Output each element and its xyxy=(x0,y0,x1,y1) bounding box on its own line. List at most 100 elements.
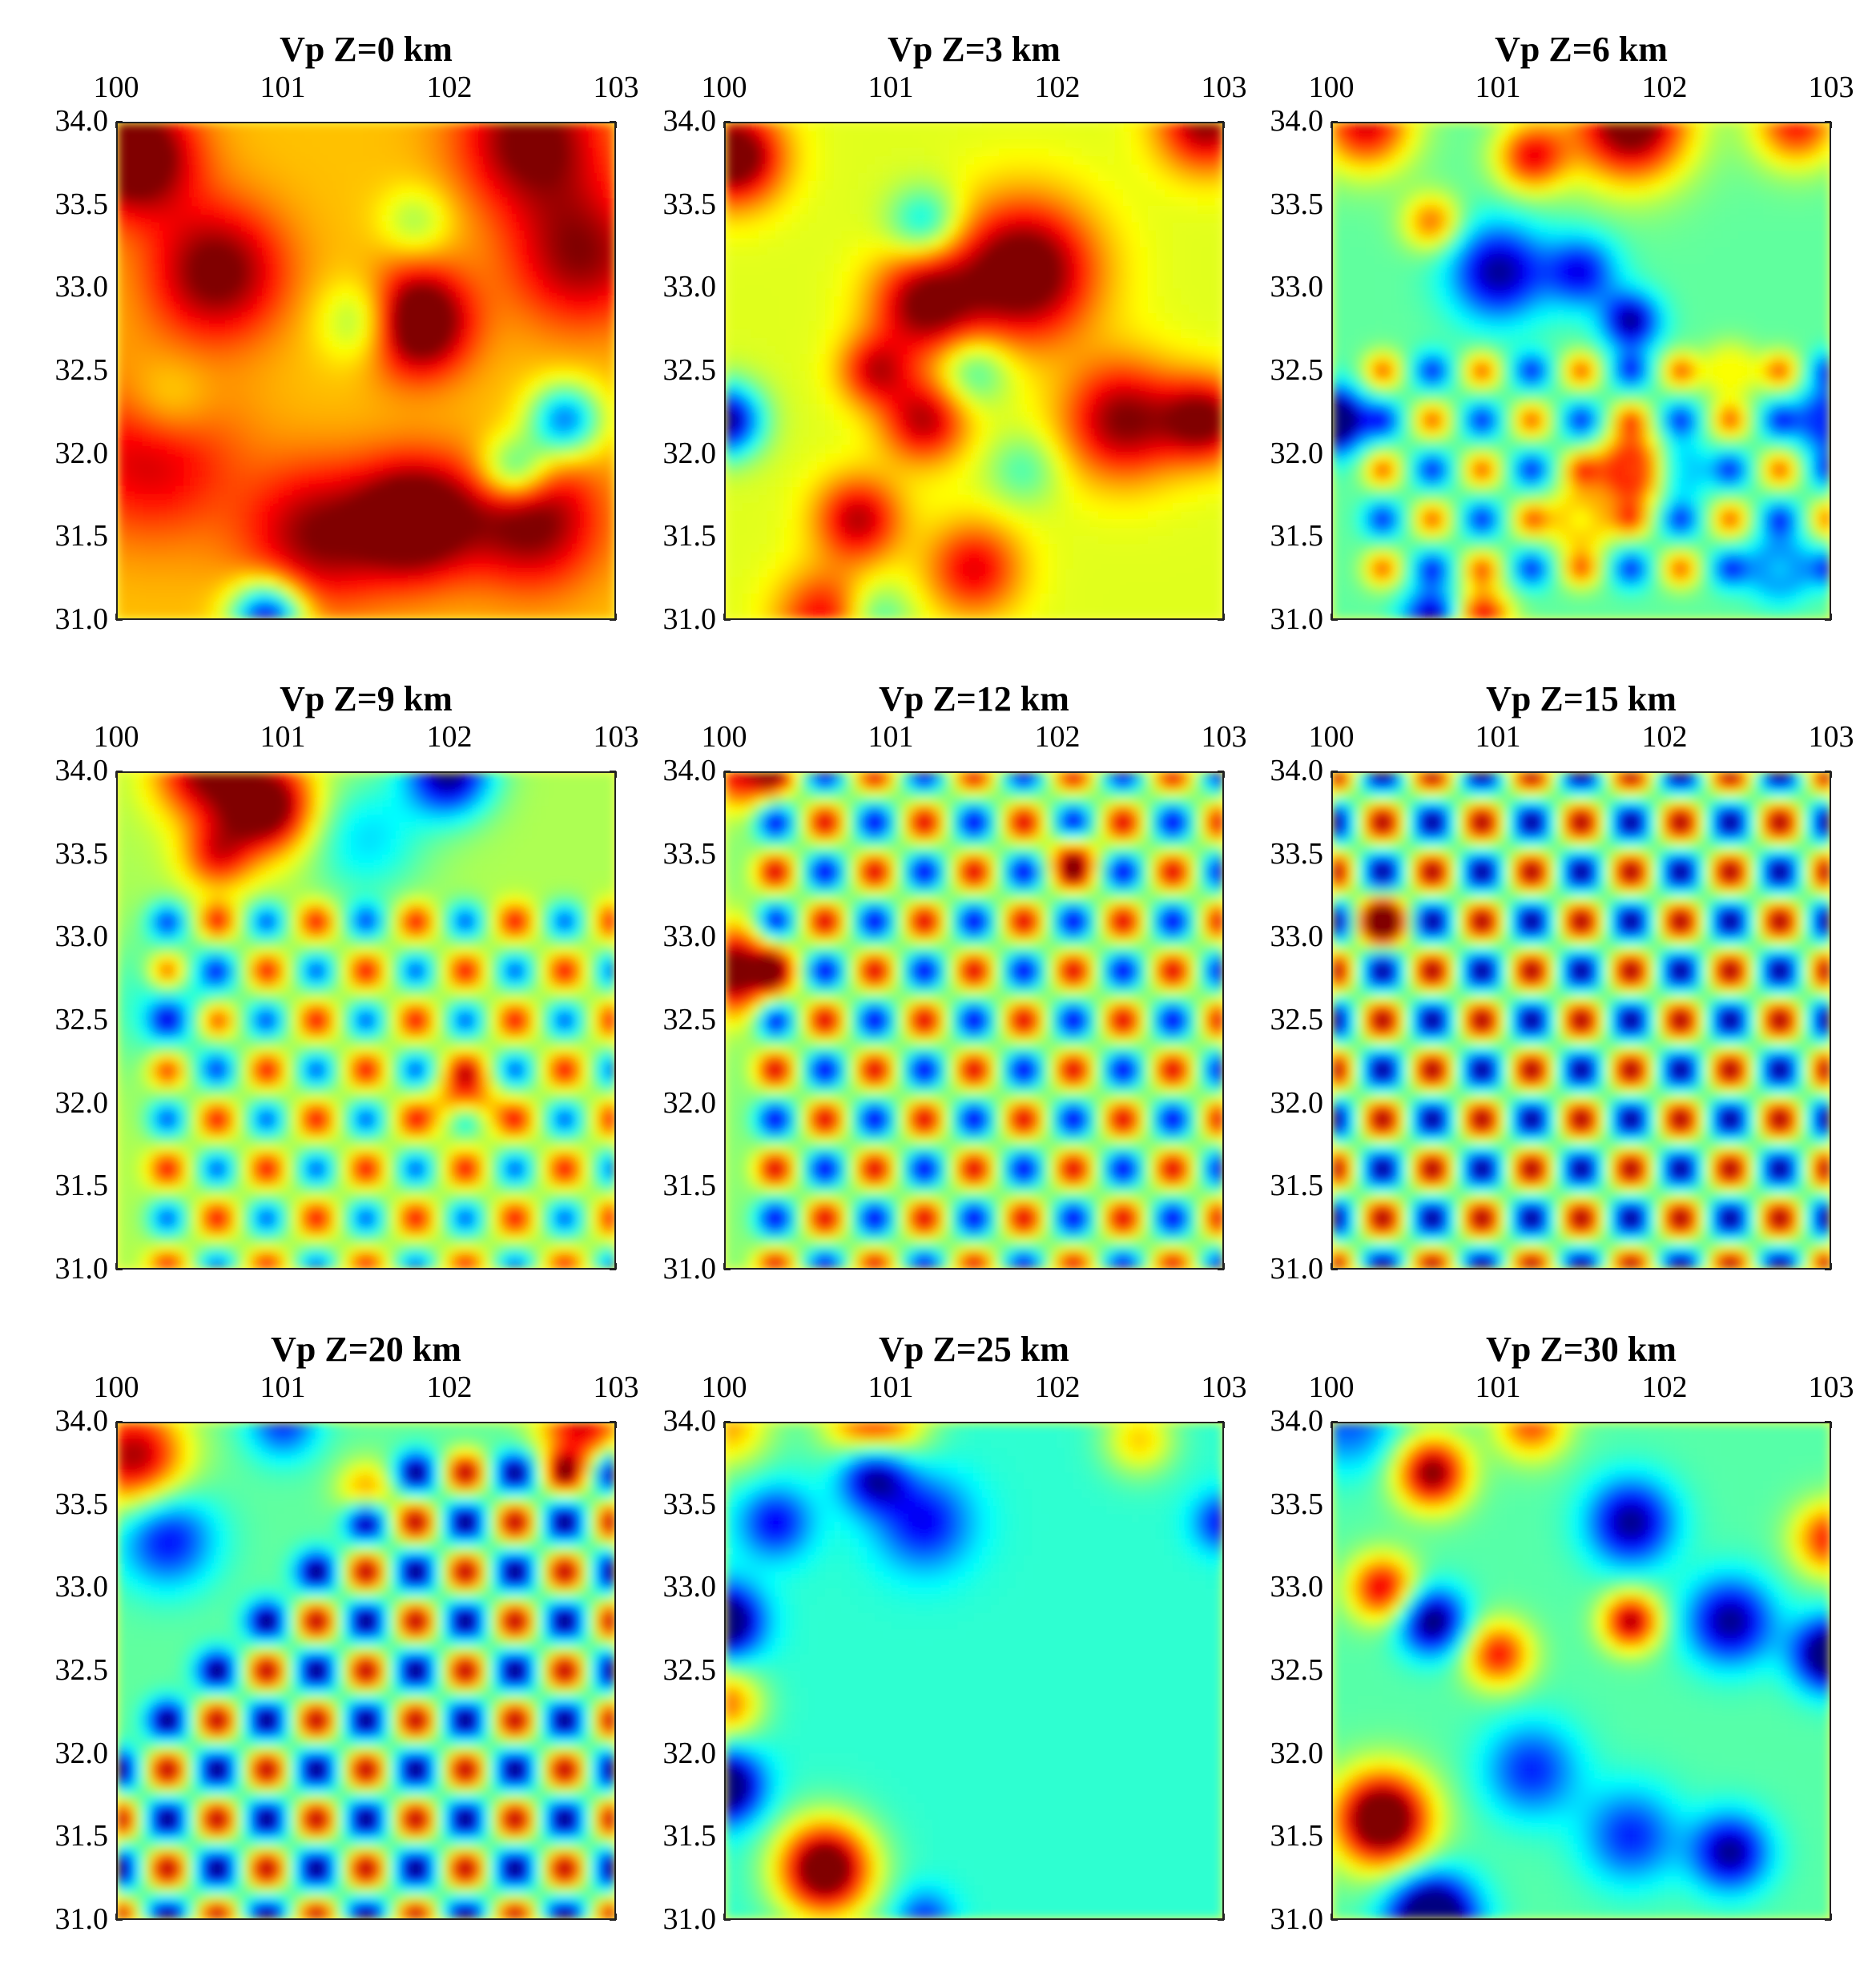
heatmap-cell xyxy=(416,577,425,586)
heatmap-cell xyxy=(283,304,292,314)
heatmap-cell xyxy=(573,602,582,611)
heatmap-cell xyxy=(1156,264,1165,272)
heatmap-cell xyxy=(217,569,226,578)
heatmap-cell xyxy=(374,453,384,462)
heatmap-cell xyxy=(1131,164,1141,174)
heatmap-cell xyxy=(606,477,614,487)
heatmap-cell xyxy=(192,312,201,322)
heatmap-cell xyxy=(134,206,143,215)
heatmap-cell xyxy=(308,469,317,479)
heatmap-cell xyxy=(159,139,168,149)
heatmap-cell xyxy=(883,222,892,231)
heatmap-cell xyxy=(225,321,235,331)
heatmap-cell xyxy=(275,280,284,289)
heatmap-cell xyxy=(407,312,417,322)
heatmap-cell xyxy=(391,594,400,602)
heatmap-cell xyxy=(167,280,176,289)
heatmap-cell xyxy=(606,337,614,347)
heatmap-cell xyxy=(490,387,499,396)
heatmap-cell xyxy=(366,362,375,372)
heatmap-cell xyxy=(1065,147,1074,157)
heatmap-cell xyxy=(267,610,276,618)
heatmap-cell xyxy=(391,189,400,199)
heatmap-cell xyxy=(183,247,193,256)
heatmap-cell xyxy=(432,189,441,199)
heatmap-cell xyxy=(916,247,925,256)
heatmap-cell xyxy=(515,346,524,355)
heatmap-cell xyxy=(816,272,826,281)
heatmap-cell xyxy=(275,594,284,602)
heatmap-cell xyxy=(900,272,908,281)
heatmap-cell xyxy=(949,296,958,306)
heatmap-cell xyxy=(866,280,876,289)
heatmap-cell xyxy=(548,181,558,190)
heatmap-cell xyxy=(208,131,218,141)
heatmap-cell xyxy=(126,527,135,537)
heatmap-cell xyxy=(850,255,859,264)
heatmap-cell xyxy=(808,131,818,141)
heatmap-cell xyxy=(1098,247,1107,256)
heatmap-cell xyxy=(349,569,359,578)
heatmap-cell xyxy=(192,181,201,190)
heatmap-cell xyxy=(573,280,582,289)
heatmap-cell xyxy=(573,552,582,561)
heatmap-cell xyxy=(374,371,384,380)
heatmap-cell xyxy=(432,453,441,462)
heatmap-cell xyxy=(324,255,334,264)
heatmap-cell xyxy=(581,429,590,437)
heatmap-cell xyxy=(540,536,549,545)
heatmap-cell xyxy=(573,585,582,594)
heatmap-cell xyxy=(143,354,151,364)
heatmap-cell xyxy=(233,536,243,545)
heatmap-cell xyxy=(441,264,449,272)
heatmap-cell xyxy=(606,214,614,223)
heatmap-cell xyxy=(134,321,143,331)
heatmap-cell xyxy=(1089,197,1099,207)
heatmap-cell xyxy=(341,222,350,231)
heatmap-cell xyxy=(556,585,566,594)
heatmap-cell xyxy=(800,164,809,174)
heatmap-cell xyxy=(233,502,243,512)
heatmap-cell xyxy=(341,511,350,520)
heatmap-cell xyxy=(134,429,143,437)
heatmap-cell xyxy=(1032,164,1041,174)
heatmap-cell xyxy=(159,329,168,339)
heatmap-cell xyxy=(233,453,243,462)
heatmap-cell xyxy=(267,214,276,223)
heatmap-cell xyxy=(349,552,359,561)
heatmap-cell xyxy=(767,156,776,166)
heatmap-cell xyxy=(540,569,549,578)
heatmap-cell xyxy=(565,469,574,479)
heatmap-cell xyxy=(556,527,566,537)
heatmap-cell xyxy=(965,280,975,289)
heatmap-cell xyxy=(432,412,441,421)
heatmap-cell xyxy=(192,585,201,594)
heatmap-cell xyxy=(267,494,276,504)
heatmap-cell xyxy=(1057,123,1066,132)
heatmap-cell xyxy=(292,527,300,537)
heatmap-cell xyxy=(1148,147,1157,157)
heatmap-cell xyxy=(126,469,135,479)
heatmap-cell xyxy=(382,469,392,479)
heatmap-cell xyxy=(490,437,499,446)
heatmap-cell xyxy=(606,206,614,215)
heatmap-cell xyxy=(565,395,574,404)
heatmap-cell xyxy=(151,206,160,215)
heatmap-cell xyxy=(432,304,441,314)
heatmap-cell xyxy=(316,156,325,166)
heatmap-cell xyxy=(523,239,533,248)
heatmap-cell xyxy=(208,420,218,429)
heatmap-cell xyxy=(225,131,235,141)
heatmap-cell xyxy=(250,197,260,207)
heatmap-cell xyxy=(465,437,474,446)
heatmap-cell xyxy=(217,337,226,347)
heatmap-cell xyxy=(1198,255,1206,264)
heatmap-cell xyxy=(267,164,276,174)
heatmap-cell xyxy=(432,569,441,578)
heatmap-cell xyxy=(233,247,243,256)
heatmap-cell xyxy=(233,477,243,487)
heatmap-cell xyxy=(1156,255,1165,264)
heatmap-cell xyxy=(490,469,499,479)
heatmap-cell xyxy=(473,214,483,223)
heatmap-cell xyxy=(1057,156,1066,166)
